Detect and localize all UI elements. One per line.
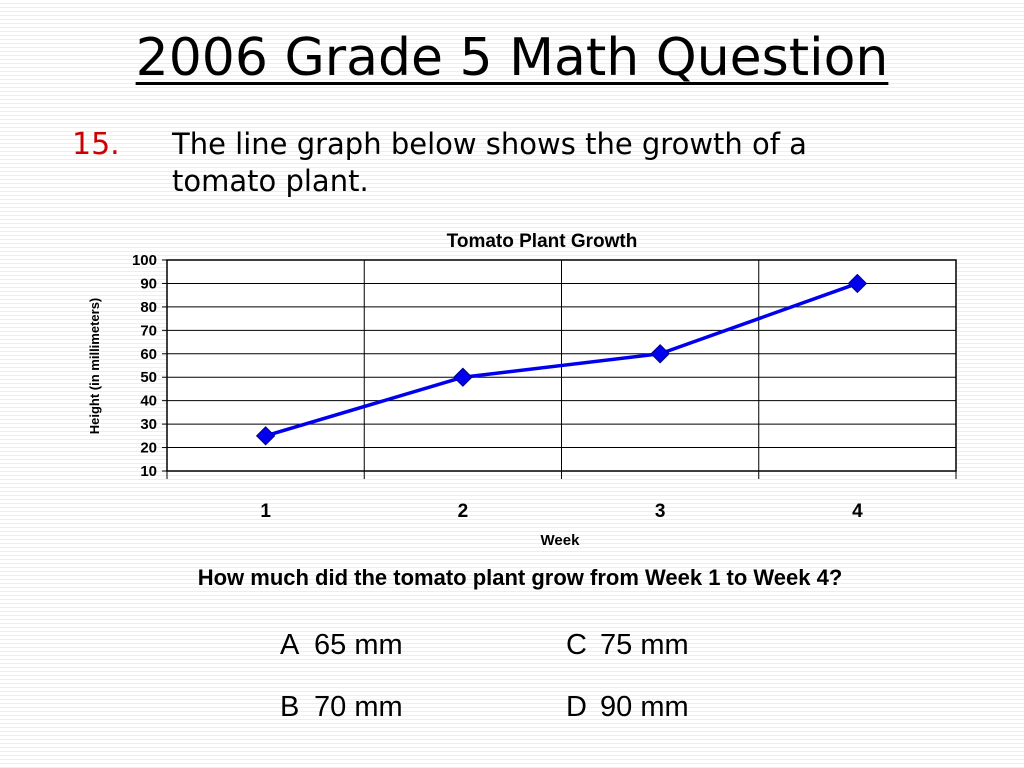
x-tick-label: 2 bbox=[458, 501, 469, 522]
question-text: The line graph below shows the growth of… bbox=[172, 127, 807, 198]
line-chart: 10 20 30 40 50 60 70 80 90 100 1 2 3 4 Tomato Plant Gr… bbox=[87, 231, 957, 549]
answer-text: 70 mm bbox=[314, 691, 403, 723]
answer-letter: C bbox=[566, 629, 587, 661]
answer-letter: B bbox=[280, 691, 300, 723]
answer-option-c[interactable]: C 75 mm bbox=[566, 628, 689, 662]
answer-option-a[interactable]: A 65 mm bbox=[280, 628, 403, 662]
y-tick-label: 10 bbox=[140, 463, 157, 480]
series-line bbox=[265, 281, 858, 438]
y-tick-label: 30 bbox=[140, 416, 157, 433]
y-tick-label: 20 bbox=[140, 440, 157, 457]
y-tick-label: 60 bbox=[140, 346, 157, 363]
answer-text: 75 mm bbox=[600, 629, 689, 661]
answer-option-d[interactable]: D 90 mm bbox=[566, 690, 689, 724]
answer-option-b[interactable]: B 70 mm bbox=[280, 690, 403, 724]
y-tick-label: 80 bbox=[140, 299, 157, 316]
y-tick-label: 100 bbox=[132, 252, 157, 269]
y-tick-label: 70 bbox=[140, 322, 157, 339]
data-point-marker bbox=[453, 367, 473, 387]
y-tick-label: 50 bbox=[140, 369, 157, 386]
data-point-marker bbox=[847, 273, 868, 294]
answer-letter: D bbox=[566, 691, 587, 723]
y-tick-label: 90 bbox=[140, 275, 157, 292]
answer-text: 90 mm bbox=[600, 691, 689, 723]
question-number: 15. bbox=[72, 127, 120, 162]
x-tick-label: 1 bbox=[260, 501, 271, 522]
x-axis-label: Week bbox=[541, 532, 581, 549]
y-axis-label: Height (in millimeters) bbox=[87, 298, 102, 435]
x-tick-label: 4 bbox=[852, 501, 863, 522]
chart-title: Tomato Plant Growth bbox=[447, 231, 638, 252]
answer-text: 65 mm bbox=[314, 629, 403, 661]
slide-title: 2006 Grade 5 Math Question bbox=[135, 28, 889, 88]
data-point-marker bbox=[650, 344, 670, 364]
answer-letter: A bbox=[280, 629, 300, 661]
y-tick-label: 40 bbox=[140, 393, 157, 410]
question-prompt: How much did the tomato plant grow from … bbox=[197, 565, 843, 590]
x-tick-label: 3 bbox=[655, 501, 666, 522]
data-point-marker bbox=[255, 426, 276, 446]
